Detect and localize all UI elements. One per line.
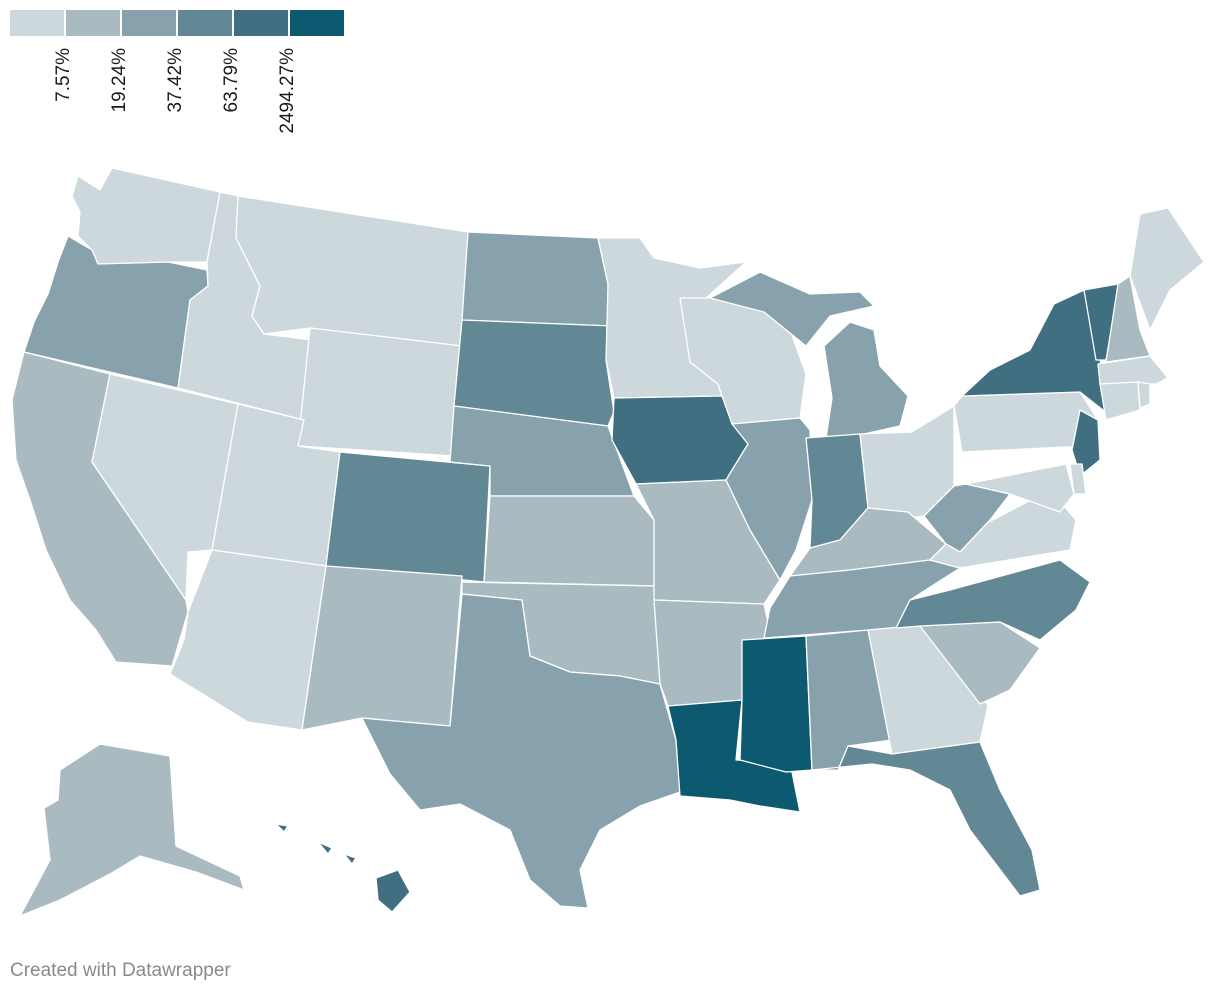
state-la [667, 699, 801, 813]
state-de [1069, 463, 1087, 495]
state-az [169, 549, 327, 731]
legend-swatch-6 [290, 10, 344, 36]
state-ri [1137, 381, 1151, 409]
state-nh [1105, 275, 1151, 363]
state-wv [923, 483, 1011, 553]
state-mt [235, 195, 469, 347]
state-hi [275, 823, 411, 913]
state-wa [71, 167, 221, 265]
state-fl [811, 741, 1041, 897]
legend-swatch-2 [66, 10, 120, 36]
legend-swatch-4 [178, 10, 232, 36]
state-nm [301, 565, 463, 731]
state-il [725, 417, 813, 581]
state-wy [297, 327, 463, 457]
state-ms [739, 635, 813, 773]
state-tx [361, 593, 681, 909]
state-ks [483, 495, 655, 587]
datawrapper-credit: Created with Datawrapper [10, 960, 231, 981]
state-nc [895, 559, 1091, 641]
state-mi-up [709, 271, 875, 347]
state-me [1129, 207, 1205, 331]
legend-swatch-3 [122, 10, 176, 36]
map-legend: 7.57% 19.24% 37.42% 63.79% 2494.27% [10, 10, 350, 160]
state-md [965, 463, 1075, 513]
state-ak [19, 743, 245, 917]
state-ma [1097, 355, 1169, 385]
legend-swatch-5 [234, 10, 288, 36]
state-ct [1099, 381, 1141, 421]
state-mi [823, 321, 909, 439]
state-nj [1071, 409, 1101, 477]
legend-swatch-1 [10, 10, 64, 36]
state-nd [461, 231, 613, 327]
state-co [325, 451, 491, 583]
